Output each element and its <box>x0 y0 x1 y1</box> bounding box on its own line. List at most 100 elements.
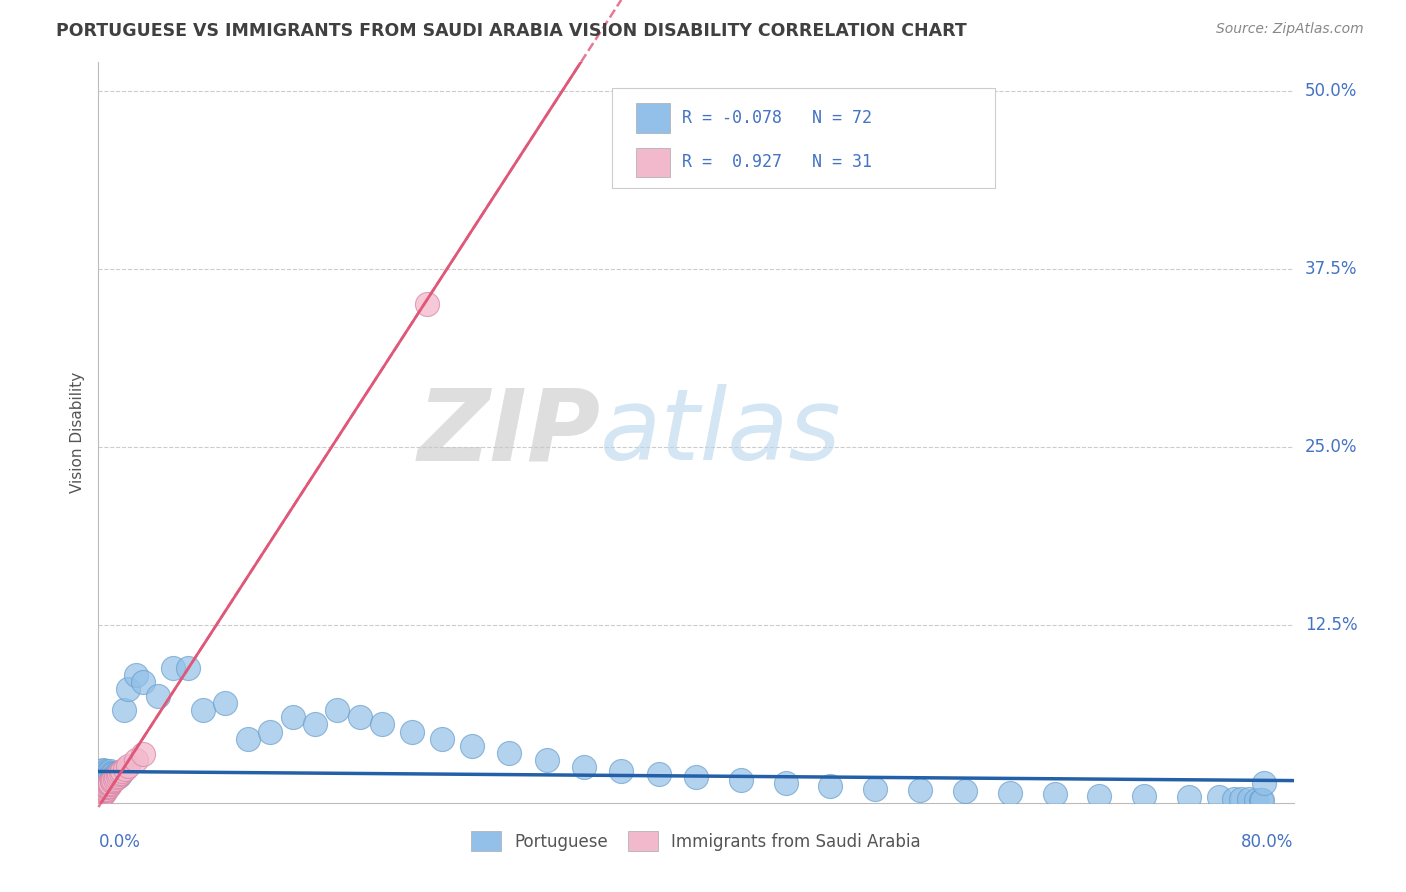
Text: 50.0%: 50.0% <box>1305 82 1357 100</box>
Point <box>90 764 112 779</box>
Point <box>96 765 118 780</box>
Point <box>97 779 120 793</box>
Point <box>96 780 118 794</box>
Point <box>103 772 125 787</box>
Point <box>90 789 112 803</box>
Point <box>117 758 139 772</box>
Point <box>98 776 122 790</box>
Point <box>93 786 115 800</box>
Point <box>103 770 125 784</box>
Point <box>96 769 118 783</box>
Point <box>1133 789 1156 803</box>
Point <box>1230 791 1253 805</box>
Point <box>775 776 797 790</box>
Point <box>1237 791 1260 805</box>
Point <box>191 703 214 717</box>
Point <box>1250 793 1272 807</box>
Point <box>865 781 887 796</box>
Point <box>1251 793 1274 807</box>
Point <box>96 779 118 793</box>
Point <box>461 739 484 753</box>
Point <box>401 724 423 739</box>
Point <box>111 764 134 779</box>
Text: 0.0%: 0.0% <box>98 833 141 851</box>
Point <box>93 772 115 786</box>
Point <box>96 772 118 786</box>
Text: 25.0%: 25.0% <box>1305 438 1357 456</box>
Bar <box>637 103 669 133</box>
Point <box>1253 776 1275 790</box>
Point <box>89 770 111 784</box>
Point <box>93 783 115 797</box>
Point <box>162 660 184 674</box>
Point <box>98 769 122 783</box>
Point <box>281 710 304 724</box>
Point <box>91 769 114 783</box>
Point <box>101 774 124 789</box>
Point <box>132 674 155 689</box>
Point <box>1244 793 1267 807</box>
Text: R = -0.078   N = 72: R = -0.078 N = 72 <box>682 109 872 128</box>
Point <box>214 696 236 710</box>
Point <box>998 786 1021 800</box>
Point <box>98 764 122 779</box>
Point <box>107 765 129 780</box>
Point <box>416 297 439 311</box>
Point <box>107 769 129 783</box>
Point <box>93 770 115 784</box>
Point <box>91 774 114 789</box>
Point <box>1223 791 1246 805</box>
Point <box>104 769 127 783</box>
Point <box>91 786 114 800</box>
Point <box>236 731 259 746</box>
Point <box>93 784 115 798</box>
Point <box>90 787 112 801</box>
Point <box>97 770 120 784</box>
Point <box>647 767 669 781</box>
Text: R =  0.927   N = 31: R = 0.927 N = 31 <box>682 153 872 171</box>
Point <box>101 765 124 780</box>
Point <box>89 790 111 805</box>
Point <box>94 783 117 797</box>
Point <box>117 681 139 696</box>
Point <box>94 781 117 796</box>
Point <box>104 772 127 786</box>
Point <box>97 767 120 781</box>
Point <box>498 746 520 760</box>
Point <box>148 689 170 703</box>
Bar <box>637 147 669 178</box>
Point <box>110 765 132 780</box>
Point <box>101 774 124 789</box>
Legend: Portuguese, Immigrants from Saudi Arabia: Portuguese, Immigrants from Saudi Arabia <box>464 825 928 857</box>
Text: PORTUGUESE VS IMMIGRANTS FROM SAUDI ARABIA VISION DISABILITY CORRELATION CHART: PORTUGUESE VS IMMIGRANTS FROM SAUDI ARAB… <box>56 22 967 40</box>
Point <box>1043 787 1066 801</box>
Point <box>97 777 120 791</box>
Point <box>114 762 136 776</box>
Point <box>730 772 752 787</box>
Point <box>349 710 371 724</box>
Point <box>105 770 128 784</box>
Point <box>326 703 349 717</box>
Point <box>98 777 122 791</box>
Text: 37.5%: 37.5% <box>1305 260 1357 278</box>
Point <box>685 770 707 784</box>
FancyBboxPatch shape <box>613 88 995 188</box>
Point <box>110 765 132 780</box>
Point <box>259 724 281 739</box>
Point <box>908 783 931 797</box>
Point <box>103 767 125 781</box>
Point <box>610 764 633 779</box>
Point <box>112 703 135 717</box>
Point <box>91 763 114 777</box>
Point <box>105 767 128 781</box>
Point <box>94 772 117 787</box>
Text: Source: ZipAtlas.com: Source: ZipAtlas.com <box>1216 22 1364 37</box>
Point <box>536 753 558 767</box>
Point <box>94 780 117 794</box>
Point <box>820 779 842 793</box>
Y-axis label: Vision Disability: Vision Disability <box>69 372 84 493</box>
Point <box>1088 789 1111 803</box>
Point <box>90 772 112 787</box>
Text: 12.5%: 12.5% <box>1305 615 1357 634</box>
Point <box>132 747 155 762</box>
